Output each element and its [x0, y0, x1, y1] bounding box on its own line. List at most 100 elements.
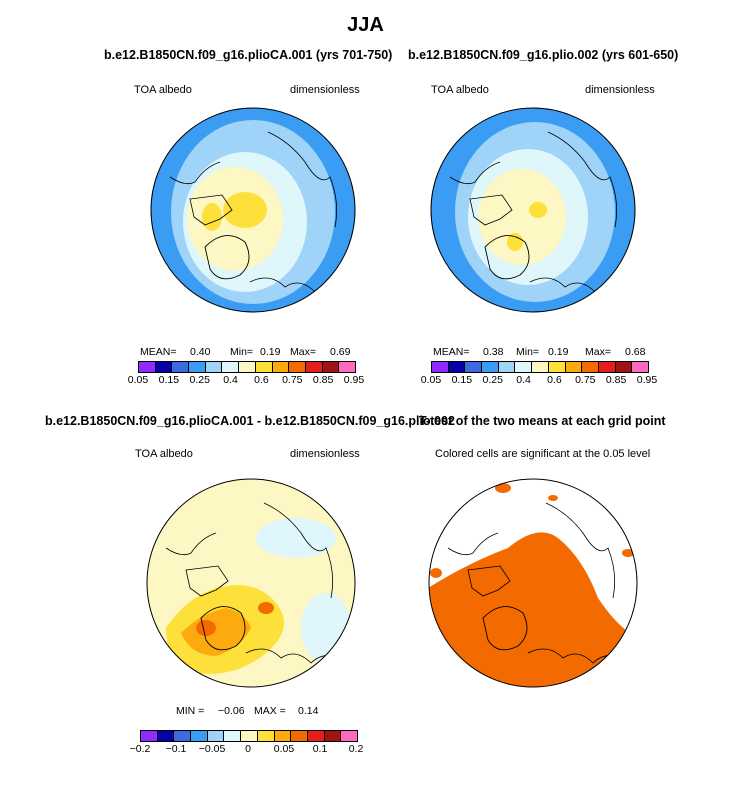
panel2-min-value: 0.19: [548, 346, 569, 358]
colorbar-tick-label: 0.95: [343, 374, 365, 386]
colorbar-swatch: [222, 362, 240, 372]
panel1-variable: TOA albedo: [134, 84, 192, 96]
colorbar-swatch: [432, 362, 449, 372]
colorbar-swatch: [532, 362, 549, 372]
panel3-map: [146, 478, 356, 688]
panel4-map: [428, 478, 638, 688]
panel3-max-value: 0.14: [298, 705, 319, 717]
colorbar-tick-label: 0.95: [636, 374, 658, 386]
colorbar-swatch: [141, 731, 158, 741]
colorbar-tick-label: 0.05: [420, 374, 442, 386]
panel1-mean-label: MEAN=: [140, 346, 177, 358]
colorbar-swatch: [172, 362, 190, 372]
colorbar-swatch: [139, 362, 156, 372]
colorbar-tick-label: 0: [245, 743, 251, 755]
colorbar-swatch: [274, 731, 292, 741]
panel1-units: dimensionless: [290, 84, 360, 96]
colorbar-tick-label: 0.6: [254, 374, 269, 386]
panel3-min-label: MIN =: [176, 705, 205, 717]
colorbar-swatch: [548, 362, 566, 372]
colorbar-swatch: [565, 362, 583, 372]
colorbar-swatch: [341, 731, 357, 741]
panel1-colorbar: [138, 361, 356, 373]
colorbar-swatch: [241, 731, 258, 741]
panel2-title: b.e12.B1850CN.f09_g16.plio.002 (yrs 601-…: [408, 48, 679, 62]
colorbar-swatch: [289, 362, 306, 372]
colorbar-tick-label: 0.75: [282, 374, 303, 386]
colorbar-tick-label: 0.25: [482, 374, 503, 386]
panel3-units: dimensionless: [290, 448, 360, 460]
panel3-max-label: MAX =: [254, 705, 286, 717]
panel1-mean-value: 0.40: [190, 346, 211, 358]
panel4-subtitle: Colored cells are significant at the 0.0…: [435, 448, 651, 460]
panel1-min-value: 0.19: [260, 346, 281, 358]
panel3-colorbar: [140, 730, 358, 742]
panel3-title: b.e12.B1850CN.f09_g16.plioCA.001 - b.e12…: [45, 414, 455, 428]
colorbar-swatch: [322, 362, 340, 372]
panel1-max-value: 0.69: [330, 346, 351, 358]
panel3-variable: TOA albedo: [135, 448, 193, 460]
panel2-units: dimensionless: [585, 84, 655, 96]
colorbar-tick-label: 0.15: [451, 374, 473, 386]
colorbar-swatch: [157, 731, 175, 741]
colorbar-tick-label: 0.85: [312, 374, 334, 386]
colorbar-swatch: [191, 731, 208, 741]
panel2-max-label: Max=: [585, 346, 611, 358]
colorbar-tick-label: −0.1: [165, 743, 187, 755]
colorbar-swatch: [205, 362, 223, 372]
colorbar-tick-label: 0.1: [312, 743, 328, 755]
panel2-colorbar-labels: 0.05 0.15 0.25 0.4 0.6 0.75 0.85 0.95: [421, 374, 657, 388]
colorbar-tick-label: 0.4: [223, 374, 238, 386]
colorbar-tick-label: 0.05: [127, 374, 149, 386]
colorbar-swatch: [255, 362, 273, 372]
panel1-map: [150, 107, 356, 313]
figure-title: JJA: [347, 14, 384, 36]
colorbar-swatch: [482, 362, 499, 372]
colorbar-tick-label: 0.05: [273, 743, 295, 755]
colorbar-swatch: [448, 362, 466, 372]
colorbar-swatch: [515, 362, 533, 372]
colorbar-swatch: [582, 362, 599, 372]
colorbar-swatch: [291, 731, 308, 741]
panel2-mean-label: MEAN=: [433, 346, 470, 358]
panel2-variable: TOA albedo: [431, 84, 489, 96]
panel3-min-value: −0.06: [218, 705, 245, 717]
panel2-colorbar: [431, 361, 649, 373]
colorbar-swatch: [257, 731, 275, 741]
colorbar-swatch: [155, 362, 173, 372]
panel2-map: [430, 107, 636, 313]
colorbar-swatch: [324, 731, 342, 741]
colorbar-swatch: [224, 731, 242, 741]
panel1-title: b.e12.B1850CN.f09_g16.plioCA.001 (yrs 70…: [104, 48, 393, 62]
colorbar-tick-label: 0.25: [189, 374, 210, 386]
colorbar-tick-label: −0.2: [129, 743, 151, 755]
colorbar-tick-label: −0.05: [198, 743, 226, 755]
colorbar-swatch: [339, 362, 355, 372]
colorbar-tick-label: 0.2: [348, 743, 364, 755]
panel3-colorbar-labels: −0.2 −0.1 −0.05 0 0.05 0.1 0.2: [130, 743, 364, 757]
colorbar-swatch: [272, 362, 290, 372]
colorbar-tick-label: 0.6: [547, 374, 562, 386]
colorbar-tick-label: 0.15: [158, 374, 180, 386]
colorbar-swatch: [465, 362, 483, 372]
colorbar-swatch: [598, 362, 616, 372]
colorbar-swatch: [189, 362, 206, 372]
panel2-mean-value: 0.38: [483, 346, 504, 358]
colorbar-swatch: [207, 731, 225, 741]
colorbar-swatch: [632, 362, 648, 372]
panel1-min-label: Min=: [230, 346, 254, 358]
colorbar-swatch: [174, 731, 192, 741]
panel2-max-value: 0.68: [625, 346, 646, 358]
colorbar-swatch: [305, 362, 323, 372]
colorbar-swatch: [498, 362, 516, 372]
panel1-colorbar-labels: 0.05 0.15 0.25 0.4 0.6 0.75 0.85 0.95: [128, 374, 364, 388]
colorbar-tick-label: 0.75: [575, 374, 596, 386]
colorbar-tick-label: 0.4: [516, 374, 531, 386]
colorbar-swatch: [239, 362, 256, 372]
colorbar-swatch: [615, 362, 633, 372]
panel4-title: T-test of the two means at each grid poi…: [419, 414, 666, 428]
panel2-min-label: Min=: [516, 346, 540, 358]
colorbar-tick-label: 0.85: [605, 374, 627, 386]
colorbar-swatch: [307, 731, 325, 741]
panel1-max-label: Max=: [290, 346, 316, 358]
